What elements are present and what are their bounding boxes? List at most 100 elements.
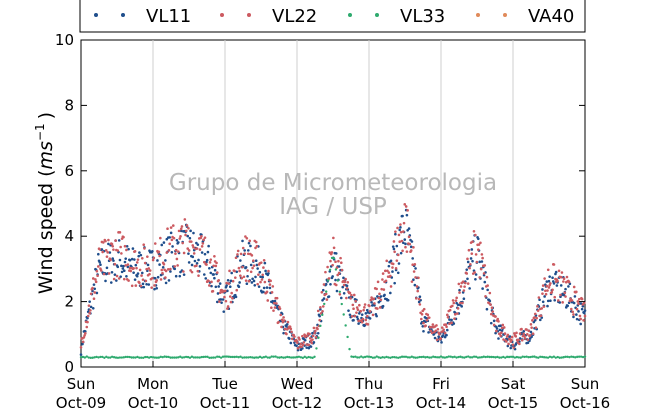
- data-point: [267, 269, 270, 273]
- data-point: [412, 270, 416, 273]
- data-point: [168, 236, 171, 239]
- data-point: [225, 281, 228, 285]
- data-point: [406, 228, 409, 232]
- data-point: [266, 299, 270, 302]
- data-point: [420, 313, 424, 316]
- data-point: [559, 295, 562, 298]
- data-point: [311, 338, 314, 341]
- data-point: [362, 308, 365, 312]
- data-point: [535, 356, 538, 359]
- data-point: [91, 306, 95, 310]
- data-point: [490, 355, 493, 359]
- data-point: [422, 321, 425, 325]
- data-point: [422, 329, 425, 333]
- data-point: [202, 260, 206, 264]
- data-point: [158, 254, 161, 258]
- data-point: [286, 320, 290, 324]
- data-point: [476, 356, 480, 359]
- data-point: [95, 291, 99, 295]
- data-point: [412, 278, 415, 282]
- data-point: [399, 223, 402, 226]
- legend-marker: [121, 13, 125, 17]
- data-point: [445, 328, 449, 332]
- data-point: [176, 264, 179, 267]
- data-point: [406, 356, 410, 359]
- data-point: [426, 313, 430, 317]
- data-point: [356, 308, 360, 312]
- data-point: [346, 335, 349, 339]
- data-point: [158, 263, 161, 266]
- data-point: [558, 356, 561, 359]
- data-point: [282, 356, 285, 359]
- data-point: [269, 279, 272, 283]
- data-point: [506, 344, 510, 348]
- data-point: [313, 355, 316, 358]
- data-point: [286, 355, 289, 359]
- data-point: [486, 288, 489, 292]
- data-point: [89, 356, 92, 360]
- data-point: [210, 284, 213, 288]
- data-point: [394, 267, 398, 270]
- data-point: [289, 341, 293, 345]
- data-point: [293, 335, 296, 338]
- data-point: [86, 320, 89, 324]
- y-tick-label: 8: [64, 96, 74, 114]
- data-point: [535, 316, 538, 320]
- data-point: [317, 336, 320, 339]
- data-point: [195, 261, 199, 265]
- data-point: [85, 325, 89, 329]
- data-point: [120, 264, 123, 268]
- data-point: [452, 301, 456, 305]
- data-point: [83, 356, 87, 359]
- data-point: [145, 267, 148, 271]
- data-point: [445, 313, 449, 317]
- data-point: [396, 356, 400, 359]
- data-point: [358, 356, 361, 359]
- data-point: [552, 263, 556, 266]
- y-axis-title-unit: ms: [35, 141, 57, 170]
- data-point: [469, 257, 473, 260]
- data-point: [383, 356, 386, 359]
- data-point: [439, 337, 443, 340]
- data-point: [311, 331, 314, 335]
- data-point: [538, 298, 541, 302]
- data-point: [291, 356, 295, 359]
- data-point: [285, 322, 289, 326]
- data-point: [173, 267, 177, 271]
- data-point: [147, 283, 151, 286]
- data-point: [553, 298, 557, 302]
- data-point: [570, 299, 574, 302]
- data-point: [400, 355, 404, 358]
- data-point: [495, 327, 499, 330]
- data-point: [330, 256, 334, 260]
- data-point: [395, 244, 399, 248]
- data-point: [169, 267, 172, 271]
- data-point: [288, 356, 291, 359]
- data-point: [413, 283, 417, 287]
- x-tick-label-day: Fri: [432, 375, 450, 393]
- data-point: [334, 260, 337, 263]
- data-point: [580, 297, 584, 301]
- data-point: [318, 318, 321, 322]
- data-point: [520, 327, 523, 331]
- data-point: [414, 297, 418, 300]
- data-point: [115, 274, 119, 278]
- data-point: [479, 241, 482, 245]
- data-point: [153, 277, 157, 280]
- data-point: [107, 238, 110, 242]
- data-point: [109, 281, 113, 284]
- data-point: [316, 309, 320, 313]
- data-point: [583, 309, 587, 312]
- data-point: [241, 246, 245, 250]
- data-point: [238, 281, 241, 284]
- data-point: [208, 284, 211, 287]
- data-point: [271, 285, 275, 288]
- data-point: [209, 258, 213, 261]
- data-point: [156, 275, 160, 279]
- data-point: [177, 250, 180, 253]
- data-point: [169, 356, 172, 359]
- data-point: [173, 356, 176, 359]
- data-point: [231, 355, 234, 359]
- data-point: [311, 356, 314, 360]
- data-point: [220, 301, 223, 304]
